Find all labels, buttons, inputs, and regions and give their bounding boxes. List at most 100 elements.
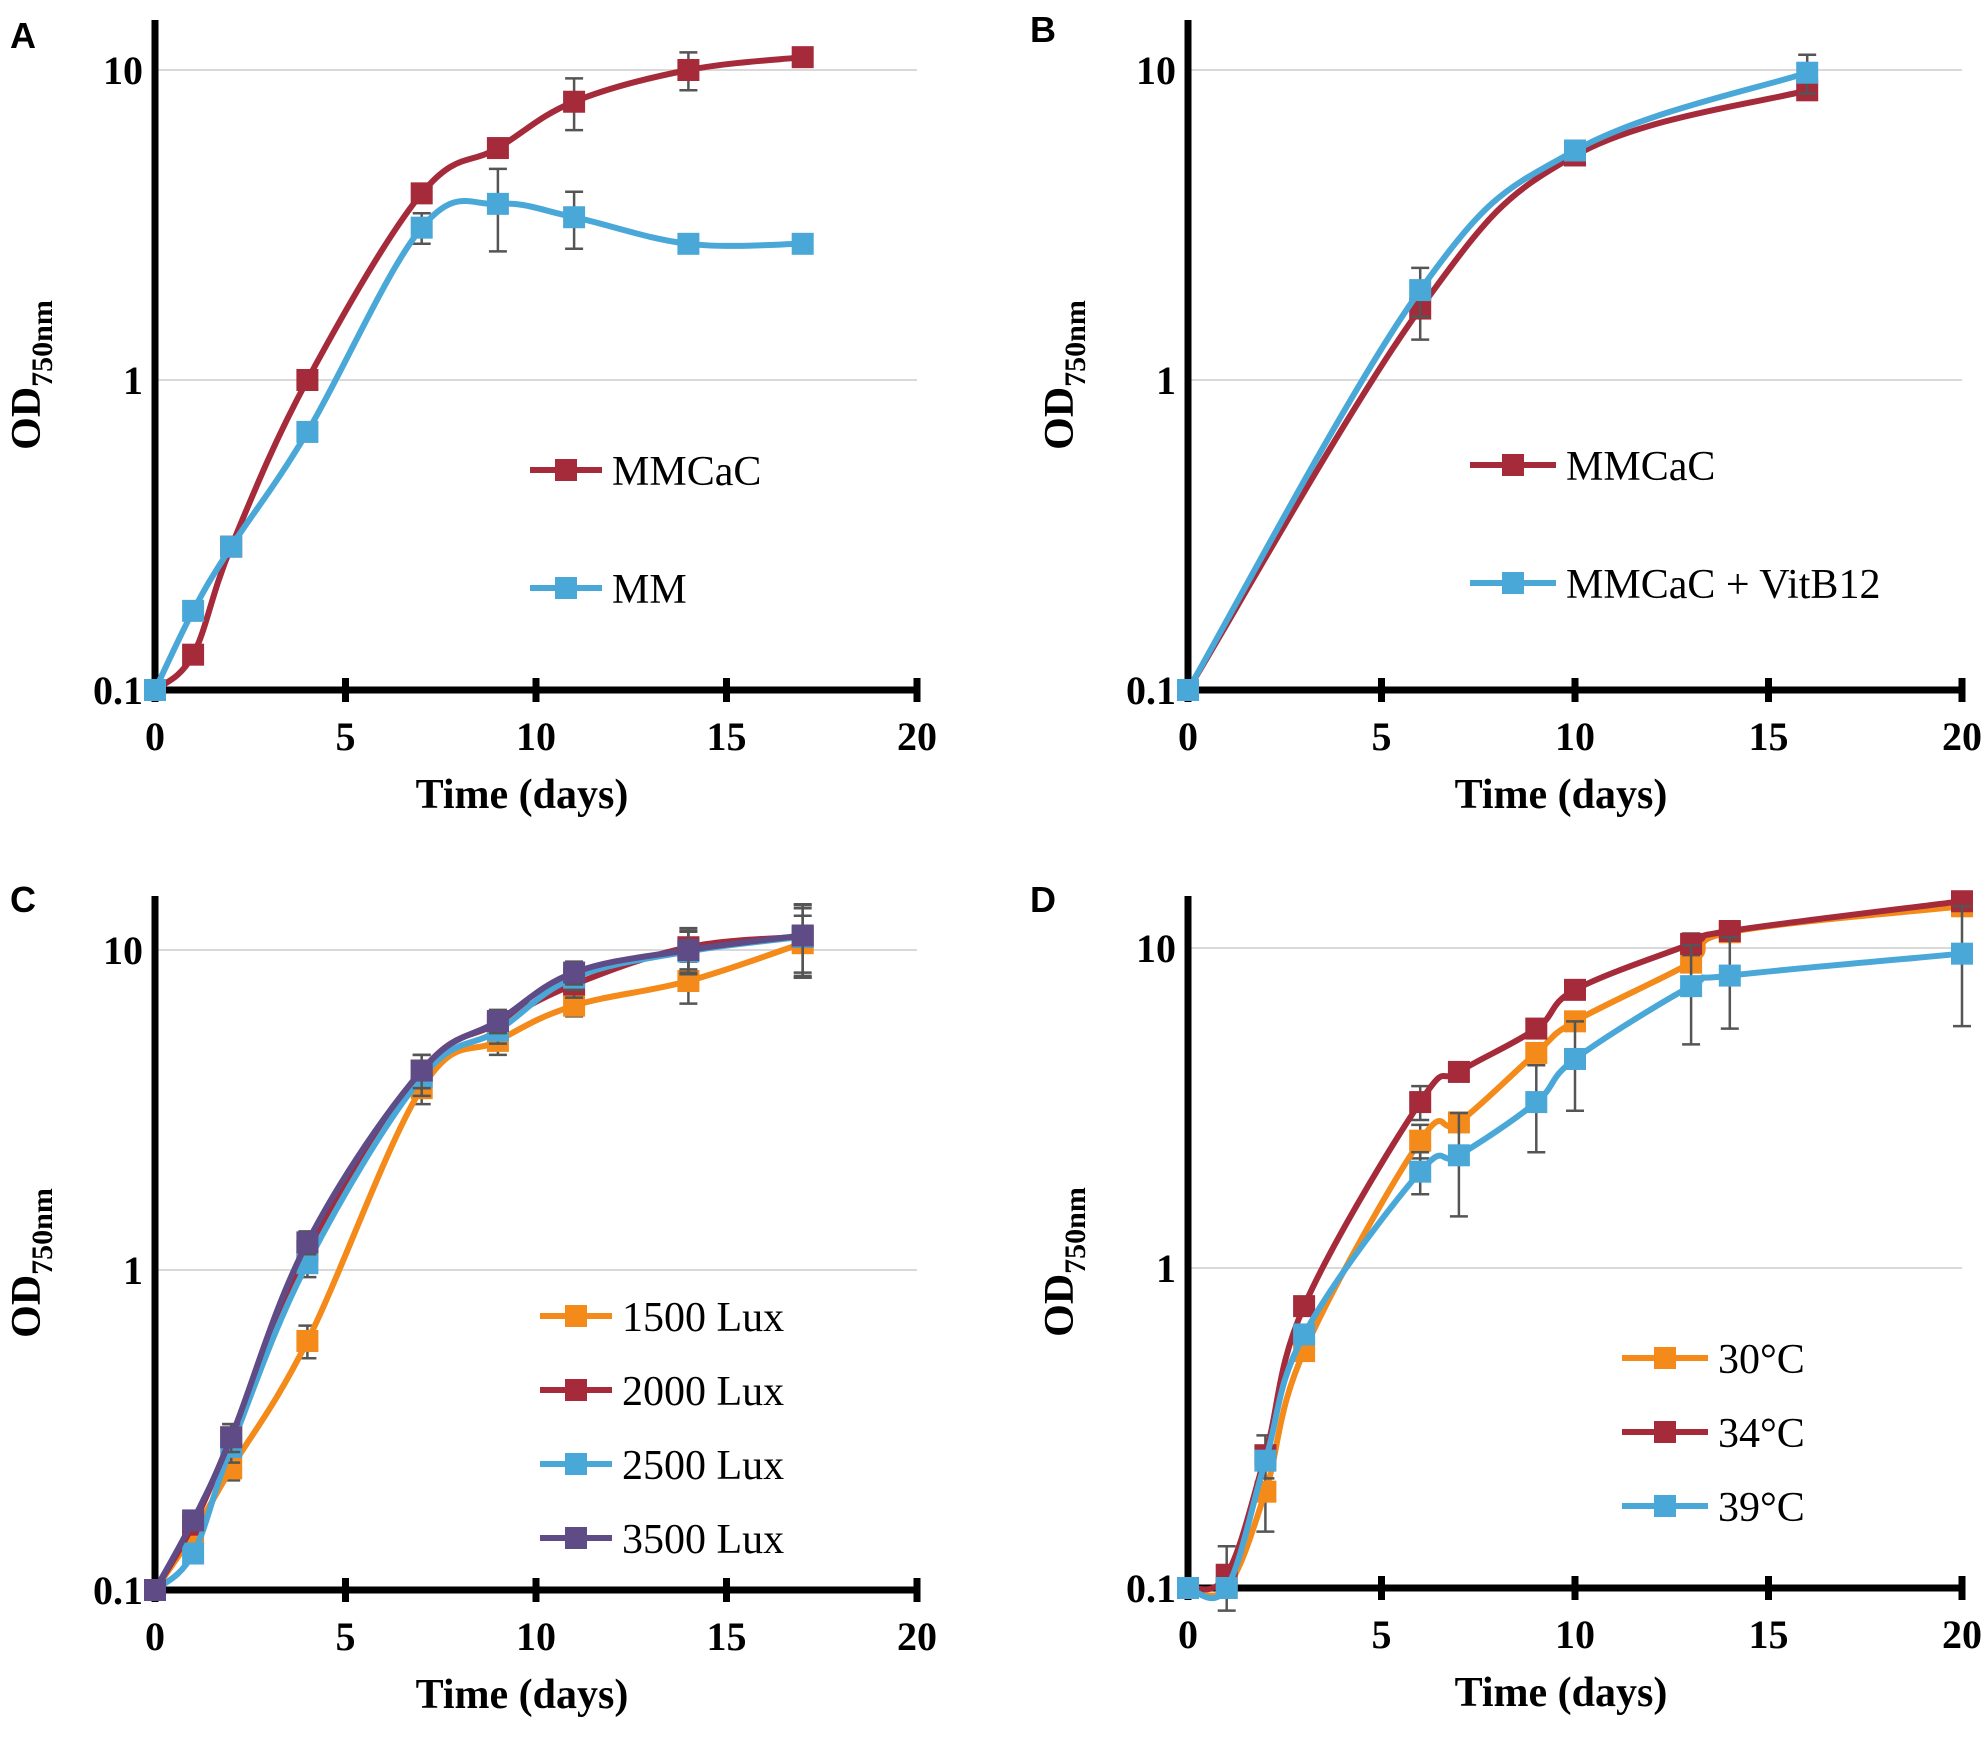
panel-letter: D	[1030, 879, 1056, 920]
data-point	[1951, 942, 1973, 965]
legend-marker	[565, 1305, 587, 1327]
legend-label: 2000 Lux	[622, 1369, 784, 1415]
data-point	[486, 1009, 509, 1032]
y-tick-label: 10	[1136, 48, 1176, 93]
data-point	[486, 137, 509, 160]
y-axis-title: OD750nm	[4, 300, 59, 450]
data-point	[1680, 975, 1703, 998]
data-point	[791, 924, 814, 947]
x-tick-label: 20	[1942, 714, 1982, 759]
data-point	[677, 939, 700, 961]
y-axis-title: OD750nm	[1037, 1187, 1092, 1337]
data-point	[296, 1231, 319, 1254]
x-tick-label: 5	[336, 1614, 356, 1659]
x-tick-label: 5	[336, 714, 356, 759]
y-tick-label: 0.1	[93, 1568, 143, 1613]
data-point	[1293, 1323, 1316, 1346]
series-39-c	[1177, 905, 1973, 1602]
data-point	[677, 970, 700, 993]
series-34-c	[1177, 890, 1973, 1612]
series-mm	[144, 167, 814, 701]
data-point	[563, 994, 586, 1017]
data-point	[1796, 61, 1819, 84]
y-tick-label: 10	[103, 928, 143, 973]
series-line	[152, 932, 806, 1593]
legend: 1500 Lux 2000 Lux 2500 Lux 3500 Lux	[540, 1295, 784, 1563]
legend-label: MMCaC	[612, 449, 761, 495]
y-tick-label: 1	[1156, 358, 1176, 403]
series-mmcac	[144, 46, 814, 701]
legend-marker	[555, 577, 577, 599]
x-tick-label: 15	[1749, 714, 1789, 759]
data-point	[1177, 679, 1199, 701]
legend: MMCaC MM	[530, 449, 761, 613]
legend-label: MM	[612, 567, 687, 613]
data-point	[1409, 1091, 1432, 1114]
data-point	[1409, 1160, 1432, 1183]
legend-marker	[1654, 1421, 1676, 1443]
series-line	[1185, 903, 1965, 1599]
x-tick-label: 0	[1178, 1612, 1198, 1657]
x-axis-title: Time (days)	[1455, 1670, 1668, 1716]
legend-label: 1500 Lux	[622, 1295, 784, 1341]
y-tick-label: 10	[103, 48, 143, 93]
series-2500-lux	[144, 907, 814, 1601]
data-point	[791, 46, 814, 69]
data-point	[1718, 964, 1741, 987]
data-point	[563, 206, 586, 229]
x-tick-label: 10	[1555, 714, 1595, 759]
data-point	[296, 420, 319, 443]
legend-label: MMCaC	[1566, 444, 1715, 490]
series-1500-lux	[144, 914, 814, 1601]
data-point	[677, 59, 700, 81]
data-point	[1254, 1449, 1277, 1472]
data-point	[563, 90, 586, 113]
legend-marker	[565, 1453, 587, 1475]
data-point	[1177, 1577, 1199, 1599]
x-tick-label: 15	[707, 714, 747, 759]
x-tick-label: 10	[1555, 1612, 1595, 1657]
data-point	[296, 369, 319, 391]
data-point	[1525, 1091, 1548, 1114]
legend: MMCaC MMCaC + VitB12	[1470, 444, 1880, 608]
legend-label: 3500 Lux	[622, 1517, 784, 1563]
data-point	[144, 1579, 166, 1601]
data-point	[410, 216, 433, 239]
y-axis-title-main: OD	[1037, 1274, 1083, 1337]
legend: 30°C 34°C 39°C	[1622, 1337, 1805, 1531]
legend-marker	[565, 1379, 587, 1401]
data-point	[1293, 1295, 1316, 1318]
y-tick-label: 10	[1136, 926, 1176, 971]
series-30-c	[1177, 895, 1973, 1599]
data-point	[1447, 1144, 1470, 1167]
y-tick-label: 0.1	[1126, 1566, 1176, 1611]
y-axis-title-sub: 750nm	[1059, 300, 1092, 387]
data-point	[182, 1542, 205, 1565]
legend-marker	[1502, 454, 1524, 476]
panel-letter: A	[10, 15, 36, 56]
series-2000-lux	[144, 903, 814, 1601]
x-tick-label: 0	[145, 1614, 165, 1659]
y-axis-title: OD750nm	[1037, 300, 1092, 450]
x-axis-title: Time (days)	[1455, 772, 1668, 818]
legend-marker	[555, 459, 577, 481]
data-point	[410, 182, 433, 205]
y-axis-title-main: OD	[4, 1275, 50, 1338]
data-point	[791, 232, 814, 255]
x-tick-label: 0	[145, 714, 165, 759]
data-point	[182, 1509, 205, 1532]
data-point	[1564, 1047, 1586, 1070]
legend-marker	[1654, 1495, 1676, 1517]
x-tick-label: 0	[1178, 714, 1198, 759]
panel-c: C 0.1 1 10 0 5 10 15 20 Time (days) OD750nm 1500 Lu…	[4, 879, 937, 1718]
data-point	[144, 679, 166, 701]
x-tick-label: 20	[1942, 1612, 1982, 1657]
y-axis-title-sub: 750nm	[26, 1188, 59, 1275]
x-tick-label: 15	[1749, 1612, 1789, 1657]
x-tick-label: 10	[516, 1614, 556, 1659]
legend-label: 34°C	[1718, 1411, 1805, 1457]
legend-label: 39°C	[1718, 1485, 1805, 1531]
series-line	[152, 933, 806, 1593]
